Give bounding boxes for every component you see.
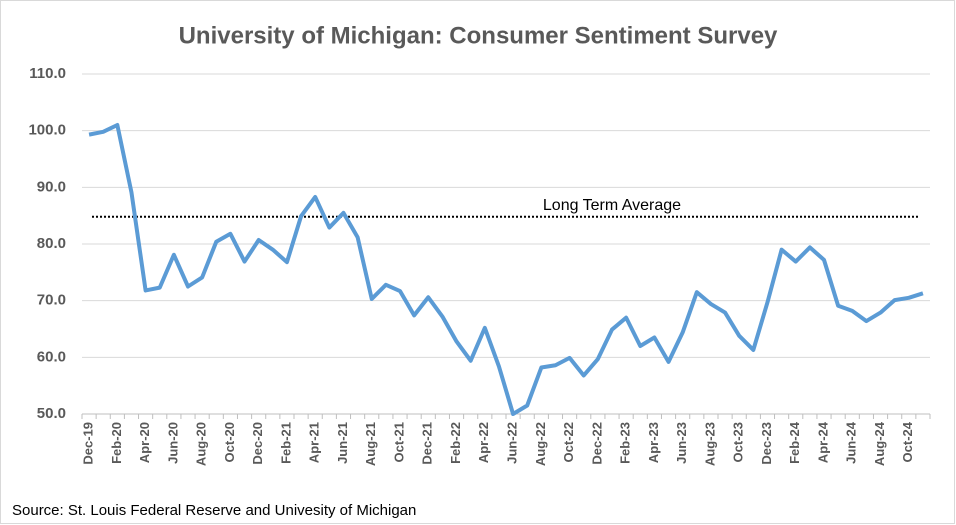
x-tick-label: Apr-23 [646, 422, 661, 463]
x-tick-label: Oct-22 [561, 422, 576, 462]
x-tick-label: Jun-21 [335, 422, 350, 464]
x-tick-label: Feb-21 [278, 422, 293, 464]
x-tick-label: Aug-24 [872, 421, 887, 466]
x-tick-label: Feb-23 [618, 422, 633, 464]
x-tick-label: Dec-23 [759, 422, 774, 465]
x-tick-label: Apr-20 [137, 422, 152, 463]
x-tick-label: Apr-24 [815, 421, 830, 463]
x-tick-label: Jun-24 [844, 421, 859, 464]
x-tick-label: Jun-23 [674, 422, 689, 464]
x-tick-label: Dec-21 [420, 422, 435, 465]
x-tick-label: Oct-23 [731, 422, 746, 462]
x-tick-label: Aug-22 [533, 422, 548, 466]
x-tick-label: Oct-24 [900, 421, 915, 462]
source-note: Source: St. Louis Federal Reserve and Un… [12, 502, 416, 519]
x-tick-label: Jun-22 [505, 422, 520, 464]
x-tick-label: Apr-21 [307, 422, 322, 463]
data-line [88, 123, 924, 416]
x-tick-label: Apr-22 [476, 422, 491, 463]
x-tick-label: Dec-20 [250, 422, 265, 465]
x-tick-label: Dec-19 [81, 422, 96, 465]
y-tick-label: 50.0 [37, 405, 66, 422]
x-tick-label: Feb-24 [787, 421, 802, 464]
y-tick-label: 70.0 [37, 292, 66, 309]
reference-label: Long Term Average [543, 197, 681, 214]
x-tick-label: Oct-20 [222, 422, 237, 462]
y-tick-label: 80.0 [37, 235, 66, 252]
x-tick-label: Oct-21 [391, 422, 406, 462]
y-tick-label: 110.0 [29, 65, 66, 82]
x-tick-label: Feb-20 [109, 422, 124, 464]
y-tick-label: 90.0 [37, 178, 66, 195]
x-tick-label: Aug-20 [194, 422, 209, 466]
x-tick-label: Dec-22 [589, 422, 604, 465]
x-tick-label: Jun-20 [165, 422, 180, 464]
x-tick-label: Aug-23 [702, 422, 717, 466]
y-tick-label: 60.0 [37, 348, 66, 365]
x-tick-label: Aug-21 [363, 422, 378, 466]
y-tick-label: 100.0 [28, 122, 66, 139]
chart-title: University of Michigan: Consumer Sentime… [179, 22, 778, 49]
x-tick-label: Feb-22 [448, 422, 463, 464]
